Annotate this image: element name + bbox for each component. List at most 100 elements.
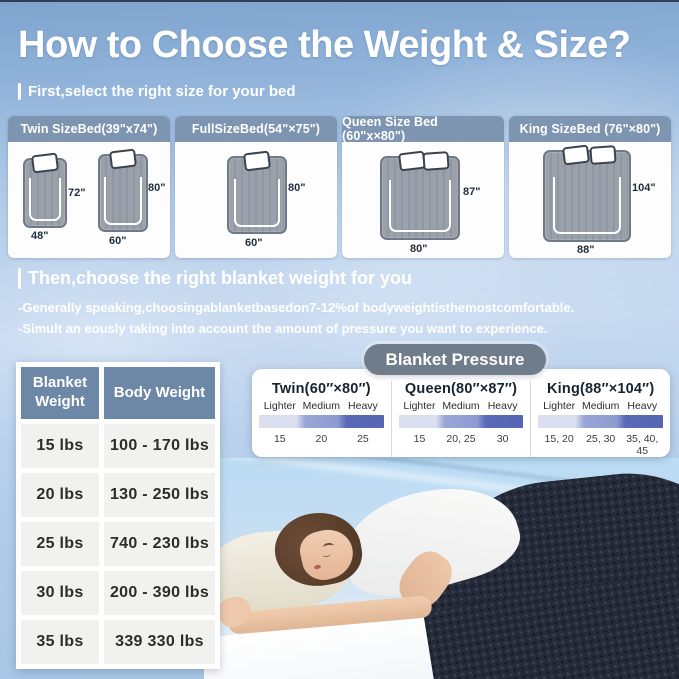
section2-title-text: Then,choose the right blanket weight for… (28, 268, 413, 288)
pressure-value: 30 (496, 433, 509, 445)
pressure-values: 15 20, 25 30 (399, 431, 524, 445)
dimension-label-height: 80" (288, 182, 306, 194)
pressure-gradient-bar (538, 415, 664, 428)
bed-card-body: 72" 48" 80" 60" (8, 142, 170, 258)
dimension-label-width: 80" (410, 243, 428, 255)
pressure-values: 15 20 25 (259, 431, 384, 445)
dimension-label-height: 104" (632, 182, 656, 194)
pressure-gradient-bar (259, 415, 384, 428)
bed-card-title: King SizeBed (76"×80") (509, 116, 671, 142)
pillow-icon (422, 151, 450, 171)
blanket-outline (28, 178, 62, 222)
pressure-values: 15, 20 25, 30 35, 40, 45 (538, 431, 663, 457)
blanket-pressure-badge: Blanket Pressure (364, 344, 546, 375)
pressure-size-label: Twin(60″×80″) (271, 381, 371, 397)
blanket-pressure-panel: Blanket Pressure Twin(60″×80″) Lighter M… (252, 344, 670, 457)
pressure-col-label: Lighter (263, 400, 296, 412)
dimension-label-width: 60" (109, 235, 127, 247)
pressure-value: 25 (357, 433, 369, 445)
bed-card-twin: Twin SizeBed(39"x74") 72" 48" 80" 60" (8, 116, 170, 258)
bed-diagram (227, 150, 287, 234)
dimension-label-height: 72" (68, 187, 86, 199)
blanket-outline (552, 176, 622, 234)
bed-card-body: 87" 80" (342, 142, 504, 258)
pillow-icon (243, 150, 271, 172)
pressure-value: 25, 30 (586, 433, 616, 445)
pressure-value: 20 (315, 433, 328, 445)
bed-card-title: Queen Size Bed (60"x×80") (342, 116, 504, 143)
pressure-group-king: King(88″×104″) Lighter Medium Heavy 15, … (530, 381, 670, 457)
bed-card-queen: Queen Size Bed (60"x×80") 87" 80" (342, 116, 504, 258)
blanket-outline (388, 180, 452, 233)
dimension-label-height: 80" (148, 182, 166, 194)
pressure-value: 15 (273, 433, 286, 445)
body-weight-cell: 130 - 250 lbs (104, 473, 215, 517)
paragraph-line: -Simult an eously taking into account th… (18, 320, 548, 336)
sleeping-woman-photo (204, 458, 679, 679)
bed-card-king: King SizeBed (76"×80") 104" 88" (509, 116, 671, 258)
pressure-value: 35, 40, 45 (626, 433, 659, 457)
pressure-value: 15 (413, 433, 426, 445)
bed-card-title: Twin SizeBed(39"x74") (8, 116, 170, 142)
pillow-icon (31, 152, 59, 174)
bed-diagram (543, 144, 631, 242)
body-weight-cell: 339 330 lbs (104, 620, 215, 664)
pressure-col-label: Lighter (403, 400, 436, 412)
paragraph-line: -Generally speaking,choosingablanketbase… (18, 300, 575, 315)
pressure-col-label: Lighter (543, 400, 576, 412)
bed-size-cards: Twin SizeBed(39"x74") 72" 48" 80" 60" Fu… (8, 116, 671, 258)
pressure-group-twin: Twin(60″×80″) Lighter Medium Heavy 15 20… (252, 381, 391, 457)
pressure-column-labels: Lighter Medium Heavy (259, 400, 384, 412)
bed-card-body: 80" 60" (175, 142, 337, 258)
section1-title-text: First,select the right size for your bed (28, 83, 296, 100)
section1-title: First,select the right size for your bed (18, 83, 296, 100)
dimension-label-height: 87" (463, 186, 481, 198)
pressure-groups: Twin(60″×80″) Lighter Medium Heavy 15 20… (252, 369, 670, 457)
bed-card-full: FullSizeBed(54"×75") 80" 60" (175, 116, 337, 258)
bed-diagram-large (98, 148, 148, 232)
section-bar-icon (18, 268, 21, 289)
bed-diagram (380, 150, 460, 240)
blanket-weight-cell: 15 lbs (21, 424, 99, 468)
section2-paragraph: -Generally speaking,choosingablanketbase… (18, 298, 638, 340)
pressure-size-label: King(88″×104″) (547, 381, 655, 397)
pressure-value: 20, 25 (446, 433, 476, 445)
section2-title: Then,choose the right blanket weight for… (18, 268, 412, 289)
bed-card-title: FullSizeBed(54"×75") (175, 116, 337, 142)
body-weight-cell: 200 - 390 lbs (104, 571, 215, 615)
pressure-group-queen: Queen(80″×87″) Lighter Medium Heavy 15 2… (390, 381, 531, 457)
blanket-weight-cell: 30 lbs (21, 571, 99, 615)
pressure-column-labels: Lighter Medium Heavy (538, 400, 663, 412)
pressure-col-label: Medium (302, 400, 341, 412)
body-weight-cell: 100 - 170 lbs (104, 424, 215, 468)
body-weight-cell: 740 - 230 lbs (104, 522, 215, 566)
pressure-col-label: Heavy (487, 400, 518, 412)
pressure-col-label: Heavy (627, 400, 658, 412)
pillow-icon (562, 144, 591, 166)
dimension-label-width: 48" (31, 230, 49, 242)
blanket-outline (234, 178, 280, 227)
pressure-size-label: Queen(80″×87″) (404, 381, 518, 397)
top-edge-line (0, 0, 679, 2)
pressure-col-label: Heavy (348, 400, 378, 412)
pillow-icon (589, 145, 617, 165)
pressure-column-labels: Lighter Medium Heavy (399, 400, 524, 412)
blanket-weight-cell: 25 lbs (21, 522, 99, 566)
dimension-label-width: 60" (245, 237, 263, 249)
section-bar-icon (18, 83, 21, 100)
page-title: How to Choose the Weight & Size? (18, 24, 631, 66)
blanket-weight-cell: 20 lbs (21, 473, 99, 517)
pressure-value: 15, 20 (544, 433, 574, 445)
pressure-gradient-bar (398, 415, 524, 428)
pillow-icon (397, 150, 426, 172)
bed-diagram-small (23, 152, 67, 228)
pressure-col-label: Medium (582, 400, 620, 412)
weight-table: Blanket Weight Body Weight 15 lbs 100 - … (16, 362, 220, 669)
pressure-col-label: Medium (442, 400, 480, 412)
blanket-outline (104, 176, 142, 225)
dimension-label-width: 88" (577, 244, 595, 256)
table-header-blanket-weight: Blanket Weight (21, 367, 99, 419)
blanket-weight-cell: 35 lbs (21, 620, 99, 664)
pillow-icon (109, 148, 137, 170)
